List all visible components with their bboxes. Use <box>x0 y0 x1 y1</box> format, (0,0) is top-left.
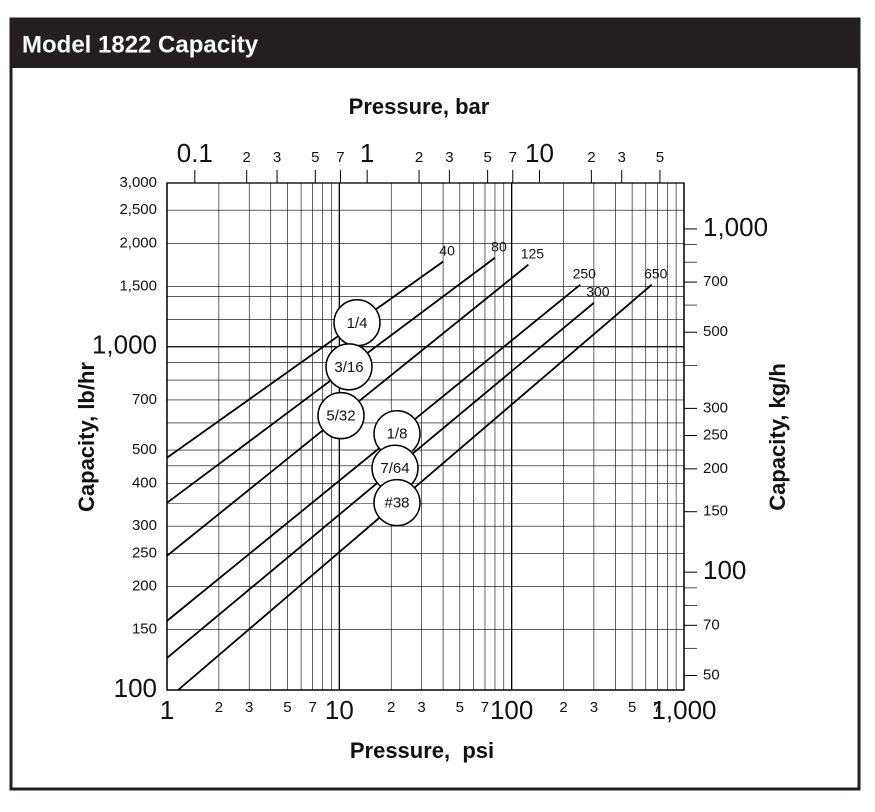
y-tick-label: 400 <box>132 474 157 491</box>
x2-tick-label: 2 <box>415 149 423 166</box>
y-tick-label: 250 <box>132 544 157 561</box>
x-tick-label: 100 <box>490 695 533 725</box>
y-tick-label: 150 <box>132 621 157 638</box>
y2-tick-label: 70 <box>703 616 720 633</box>
x2-axis-title: Pressure, bar <box>349 94 490 119</box>
y2-tick-label: 250 <box>703 427 728 444</box>
x2-tick-label: 3 <box>445 149 453 166</box>
y2-tick-label: 300 <box>703 399 728 416</box>
x2-tick-label: 1 <box>360 138 374 168</box>
x-tick-label: 2 <box>387 699 395 716</box>
x-tick-label: 5 <box>456 699 464 716</box>
x-tick-label: 1,000 <box>651 695 716 725</box>
y-tick-label: 2,500 <box>119 201 157 218</box>
capacity-line <box>166 283 581 622</box>
capacity-line <box>166 260 444 459</box>
x-tick-label: 5 <box>283 699 291 716</box>
orifice-badge <box>373 478 421 527</box>
x-tick-label: 3 <box>590 699 598 716</box>
x2-tick-label: 10 <box>525 138 554 168</box>
y-axis-title: Capacity, lb/hr <box>74 362 99 512</box>
header-title: Model 1822 Capacity <box>22 31 259 58</box>
max-pressure-label: 80 <box>491 238 507 254</box>
x-tick-label: 7 <box>481 699 489 716</box>
x2-tick-label: 3 <box>273 149 281 166</box>
max-pressure-label: 125 <box>521 245 545 261</box>
x-tick-label: 7 <box>308 699 316 716</box>
header-bar <box>11 19 859 68</box>
y2-tick-label: 200 <box>703 460 728 477</box>
max-pressure-label: 250 <box>573 265 597 281</box>
x-tick-label: 7 <box>653 699 661 716</box>
orifice-label: #38 <box>384 495 409 512</box>
y-tick-label: 200 <box>132 578 157 595</box>
orifice-badge <box>325 343 373 391</box>
y2-tick-label: 1,000 <box>703 212 768 242</box>
y-tick-label: 1,000 <box>92 330 157 360</box>
orifice-label: 5/32 <box>326 408 355 425</box>
y-tick-label: 100 <box>114 673 157 703</box>
x2-tick-label: 0.1 <box>177 138 213 168</box>
x-tick-label: 2 <box>559 699 567 716</box>
orifice-label: 1/8 <box>387 426 408 443</box>
max-pressure-label: 40 <box>439 242 455 258</box>
x2-tick-label: 7 <box>336 149 344 166</box>
y2-tick-label: 100 <box>703 555 746 585</box>
x-tick-label: 3 <box>245 699 253 716</box>
x-axis-title: Pressure, psi <box>350 738 494 763</box>
y-tick-label: 2,000 <box>119 234 157 251</box>
max-pressure-label: 300 <box>586 284 610 300</box>
y-tick-label: 500 <box>132 441 157 458</box>
x-tick-label: 2 <box>215 699 223 716</box>
x2-tick-label: 5 <box>311 149 319 166</box>
x2-tick-label: 5 <box>483 149 491 166</box>
x-tick-label: 10 <box>325 695 354 725</box>
x2-tick-label: 3 <box>618 149 626 166</box>
y-tick-label: 1,500 <box>119 277 157 294</box>
y2-tick-label: 500 <box>703 323 728 340</box>
x-tick-label: 1 <box>160 695 174 725</box>
y2-tick-label: 50 <box>703 666 720 683</box>
x-tick-label: 5 <box>628 699 636 716</box>
x2-tick-label: 2 <box>587 149 595 166</box>
frame <box>9 17 861 791</box>
x2-tick-label: 7 <box>509 149 517 166</box>
max-pressure-label: 650 <box>644 265 668 281</box>
y2-tick-label: 150 <box>703 503 728 520</box>
x2-tick-label: 2 <box>243 149 251 166</box>
orifice-label: 1/4 <box>347 315 368 332</box>
plot-border <box>166 182 685 691</box>
y-tick-label: 300 <box>132 517 157 534</box>
orifice-badge <box>317 391 365 440</box>
orifice-label: 7/64 <box>380 460 409 477</box>
y-tick-label: 700 <box>132 391 157 408</box>
x-tick-label: 3 <box>417 699 425 716</box>
x2-tick-label: 5 <box>656 149 664 166</box>
y2-tick-label: 700 <box>703 273 728 290</box>
y-tick-label: 3,000 <box>119 174 157 191</box>
orifice-label: 3/16 <box>334 359 363 376</box>
y2-axis-title: Capacity, kg/h <box>765 363 790 511</box>
